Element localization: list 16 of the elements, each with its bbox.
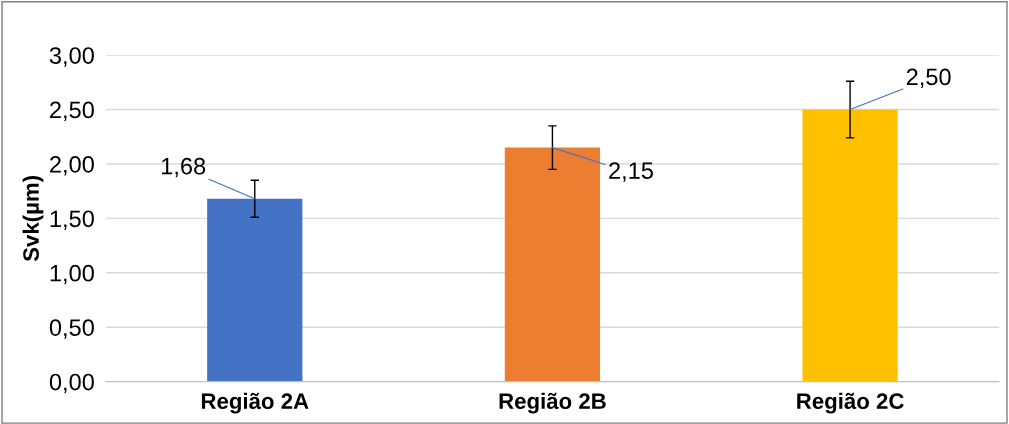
- data-label: 1,68: [162, 157, 206, 178]
- y-tick-label: 2,50: [50, 101, 94, 122]
- y-tick-label: 3,00: [49, 47, 94, 67]
- y-axis-title: Svk(µm): [22, 176, 44, 262]
- bar: [802, 109, 898, 382]
- y-tick-label: 2,00: [50, 156, 94, 176]
- y-tick-label: 1,50: [50, 210, 94, 230]
- x-tick-label: Região 2A: [201, 392, 309, 414]
- y-tick-label: 0,50: [49, 319, 94, 339]
- x-tick-label: Região 2C: [797, 392, 904, 414]
- data-label: 2,15: [609, 162, 653, 182]
- y-tick-label: 0,00: [49, 373, 94, 394]
- bar: [504, 147, 601, 382]
- data-label: 2,50: [906, 68, 951, 89]
- x-tick-label: Região 2B: [499, 392, 606, 414]
- y-tick-label: 1,00: [50, 264, 94, 285]
